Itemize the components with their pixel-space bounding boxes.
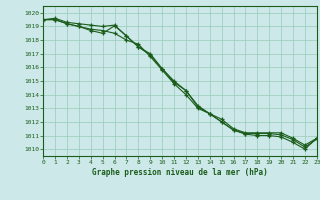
X-axis label: Graphe pression niveau de la mer (hPa): Graphe pression niveau de la mer (hPa) [92, 168, 268, 177]
